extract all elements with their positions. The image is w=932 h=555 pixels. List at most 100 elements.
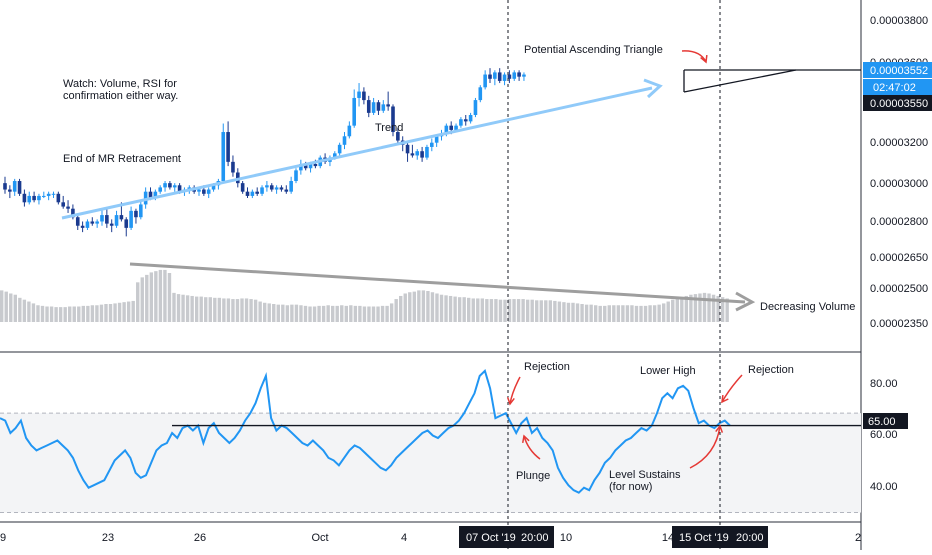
- price-tick-label: 0.00002800: [870, 216, 928, 228]
- candle-body: [105, 215, 109, 224]
- time-marker-date-1: 07 Oct '19: [466, 532, 516, 544]
- candle-body: [231, 161, 235, 173]
- time-marker-time-1: 20:00: [521, 532, 549, 544]
- volume-bar: [267, 303, 271, 322]
- sustain-note-line-1: Level Sustains: [609, 469, 681, 481]
- candle-body: [148, 191, 153, 199]
- volume-bar: [575, 303, 580, 322]
- candle-body: [497, 72, 502, 81]
- watch-note-line-2: confirmation either way.: [63, 90, 178, 102]
- volume-bar: [507, 299, 512, 322]
- candle-body: [260, 187, 264, 194]
- candle-body: [512, 72, 517, 79]
- volume-trend-line[interactable]: [129, 262, 746, 304]
- countdown-tag: [863, 79, 932, 95]
- candle-body: [313, 163, 318, 167]
- time-tick-label: 4: [401, 532, 407, 544]
- volume-bar: [40, 305, 45, 322]
- candle-body: [468, 115, 473, 122]
- candle-body: [507, 74, 512, 79]
- volume-bar: [208, 297, 212, 322]
- candle-body: [362, 91, 366, 101]
- candle-body: [420, 151, 424, 158]
- candle-body: [342, 136, 347, 145]
- volume-bar: [480, 298, 485, 322]
- volume-bar: [512, 299, 516, 322]
- retracement-note: End of MR Retracement: [63, 153, 181, 165]
- volume-bar: [494, 299, 498, 322]
- rsi-level-label: 65.00: [868, 416, 896, 428]
- volume-bar: [249, 299, 253, 322]
- volume-bar: [444, 295, 448, 322]
- volume-bar: [720, 297, 725, 322]
- volume-bar: [217, 297, 222, 322]
- volume-bar: [321, 305, 326, 322]
- volume-bar: [253, 299, 258, 322]
- candle-body: [12, 181, 17, 192]
- triangle-red-arrow-head: [700, 54, 708, 64]
- candle-body: [381, 104, 386, 111]
- candle-body: [163, 183, 167, 188]
- volume-bar: [589, 304, 593, 322]
- candle-body: [61, 202, 65, 207]
- candle-body: [37, 195, 41, 201]
- volume-bar: [4, 291, 8, 322]
- candle-body: [284, 189, 289, 192]
- volume-bar: [548, 300, 553, 322]
- candle-body: [279, 187, 284, 190]
- triangle-support[interactable]: [683, 69, 797, 93]
- candle-body: [493, 72, 497, 79]
- rsi-level-tag: [863, 413, 908, 429]
- candle-body: [100, 215, 104, 222]
- volume-bar: [281, 304, 285, 322]
- rsi-line[interactable]: [0, 369, 731, 494]
- volume-bar: [63, 307, 67, 322]
- volume-bar: [290, 304, 294, 322]
- volume-bar: [136, 282, 140, 322]
- candle-body: [172, 185, 177, 188]
- volume-bars: [0, 269, 729, 322]
- trend-line[interactable]: [61, 86, 653, 220]
- volume-bar: [671, 299, 675, 322]
- volume-bar: [525, 299, 530, 322]
- volume-bar: [77, 306, 81, 322]
- rsi-tick-label: 40.00: [870, 481, 898, 493]
- volume-bar: [625, 305, 630, 322]
- volume-bar: [285, 305, 290, 322]
- volume-note: Decreasing Volume: [760, 301, 855, 313]
- volume-bar: [439, 294, 444, 322]
- volume-bar: [661, 303, 666, 322]
- rejection-note-2: Rejection: [748, 364, 794, 376]
- volume-bar: [303, 305, 308, 322]
- candle-body: [430, 142, 434, 147]
- candle-body: [463, 119, 468, 122]
- candle-body: [376, 102, 381, 111]
- volume-bar: [367, 306, 371, 322]
- volume-bar: [22, 299, 27, 322]
- volume-bar: [498, 299, 503, 322]
- volume-bar: [598, 305, 602, 322]
- candle-body: [85, 221, 90, 228]
- volume-bar: [693, 294, 698, 322]
- volume-bar: [240, 298, 244, 322]
- candle-body: [347, 125, 352, 137]
- volume-bar: [199, 296, 203, 322]
- candle-body: [522, 74, 526, 77]
- candle-body: [274, 187, 279, 190]
- volume-bar: [104, 304, 108, 322]
- drawings: [61, 0, 861, 550]
- volume-bar: [58, 307, 63, 322]
- sustain-note-line-2: (for now): [609, 481, 652, 493]
- volume-trend-arrowhead: [735, 291, 756, 312]
- candle-body: [80, 225, 85, 228]
- candle-body: [473, 100, 478, 115]
- volume-bar: [131, 300, 135, 322]
- volume-bar: [317, 305, 321, 322]
- volume-bar: [580, 304, 584, 322]
- volume-bar: [258, 301, 262, 322]
- volume-bar: [530, 299, 534, 322]
- candle-body: [66, 206, 70, 209]
- volume-bar: [648, 305, 652, 322]
- volume-bar: [698, 293, 702, 322]
